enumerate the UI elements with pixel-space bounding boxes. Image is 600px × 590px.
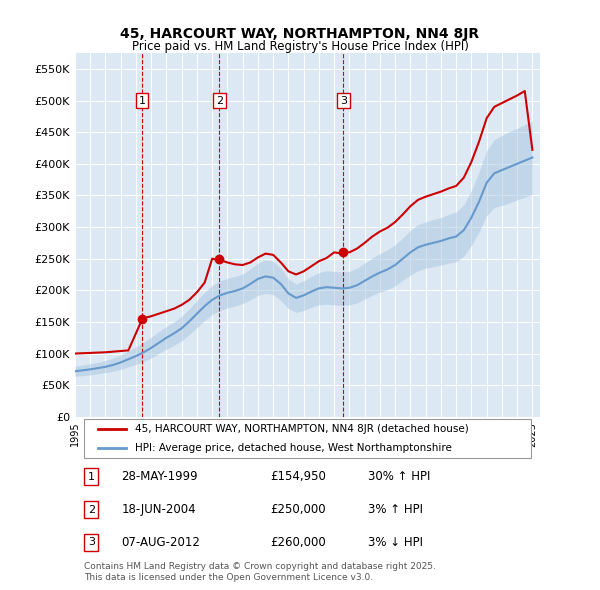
Text: 3: 3 [340, 96, 347, 106]
FancyBboxPatch shape [84, 419, 531, 458]
Text: 2: 2 [88, 504, 95, 514]
Text: Contains HM Land Registry data © Crown copyright and database right 2025.
This d: Contains HM Land Registry data © Crown c… [84, 562, 436, 582]
Text: 28-MAY-1999: 28-MAY-1999 [121, 470, 198, 483]
Text: 3% ↑ HPI: 3% ↑ HPI [368, 503, 423, 516]
Text: £250,000: £250,000 [270, 503, 326, 516]
Text: Price paid vs. HM Land Registry's House Price Index (HPI): Price paid vs. HM Land Registry's House … [131, 40, 469, 53]
Text: 2: 2 [216, 96, 223, 106]
Text: 1: 1 [139, 96, 146, 106]
Text: £154,950: £154,950 [270, 470, 326, 483]
Text: 30% ↑ HPI: 30% ↑ HPI [368, 470, 430, 483]
Text: 18-JUN-2004: 18-JUN-2004 [121, 503, 196, 516]
Text: 3% ↓ HPI: 3% ↓ HPI [368, 536, 423, 549]
Text: 07-AUG-2012: 07-AUG-2012 [121, 536, 200, 549]
Text: 3: 3 [88, 537, 95, 548]
Text: 45, HARCOURT WAY, NORTHAMPTON, NN4 8JR: 45, HARCOURT WAY, NORTHAMPTON, NN4 8JR [121, 27, 479, 41]
Text: HPI: Average price, detached house, West Northamptonshire: HPI: Average price, detached house, West… [136, 443, 452, 453]
Text: £260,000: £260,000 [270, 536, 326, 549]
Text: 45, HARCOURT WAY, NORTHAMPTON, NN4 8JR (detached house): 45, HARCOURT WAY, NORTHAMPTON, NN4 8JR (… [136, 424, 469, 434]
Text: 1: 1 [88, 472, 95, 482]
